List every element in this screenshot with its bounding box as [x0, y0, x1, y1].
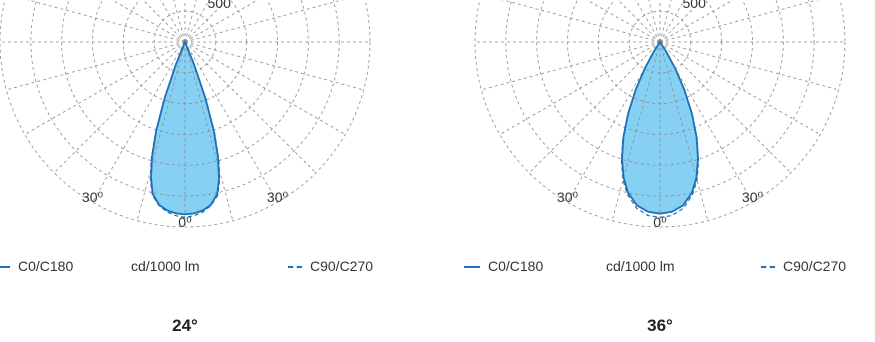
grid-spoke	[499, 41, 661, 135]
unit-label-1: cd/1000 lm	[131, 258, 199, 274]
radial-tick-label: 500	[683, 0, 707, 11]
legend-c0-c180-1: C0/C180	[0, 258, 73, 274]
grid-ring-4	[61, 0, 309, 166]
grid-spoke	[142, 0, 186, 43]
grid-spoke	[184, 41, 278, 203]
polar-grid	[474, 0, 846, 228]
grid-spoke	[184, 0, 259, 43]
series-line-c90-c270	[620, 40, 700, 219]
grid-spoke	[659, 41, 792, 174]
grid-spoke	[184, 41, 317, 174]
grid-spoke	[184, 0, 197, 43]
grid-spoke	[659, 41, 709, 221]
grid-spoke	[659, 0, 819, 43]
dashed-line-swatch	[288, 266, 302, 269]
angle-label: 30⁰	[557, 189, 579, 205]
grid-spoke	[160, 0, 186, 43]
legend-c90-c270-2: C90/C270	[761, 258, 846, 274]
grid-spoke	[659, 0, 685, 43]
radial-tick-label: 500	[208, 0, 232, 11]
dashed-line-swatch	[761, 266, 775, 269]
legend-c0-c180-2: C0/C180	[464, 258, 543, 274]
polar-chart-2: 500100015002000250030⁰0⁰30⁰ C0/C180 cd/1…	[438, 0, 875, 342]
grid-spoke	[184, 41, 234, 221]
grid-spoke	[92, 41, 186, 203]
grid-ring-4	[536, 0, 784, 166]
angle-label: 0⁰	[178, 214, 192, 230]
grid-spoke	[53, 41, 186, 174]
unit-text: cd/1000 lm	[606, 258, 675, 274]
grid-spoke	[611, 41, 661, 221]
grid-ring-5	[30, 0, 340, 197]
grid-spoke	[586, 0, 661, 43]
grid-spoke	[6, 41, 186, 91]
grid-spoke	[26, 0, 186, 43]
grid-spoke	[617, 0, 661, 43]
grid-spoke	[659, 41, 821, 135]
angle-label: 30⁰	[742, 189, 764, 205]
polar-grid	[0, 0, 371, 228]
grid-ring-6	[474, 0, 846, 228]
grid-spoke	[659, 0, 703, 43]
grid-spoke	[184, 0, 344, 43]
unit-text: cd/1000 lm	[131, 258, 200, 274]
legend-label: C0/C180	[488, 258, 544, 274]
grid-spoke	[659, 0, 672, 43]
unit-label-2: cd/1000 lm	[606, 258, 674, 274]
grid-ring-6	[0, 0, 371, 228]
grid-spoke	[481, 41, 661, 91]
grid-ring-5	[505, 0, 815, 197]
beam-angle-title-1: 24°	[172, 316, 198, 335]
grid-spoke	[184, 0, 210, 43]
angle-label: 0⁰	[653, 214, 667, 230]
grid-spoke	[24, 41, 186, 135]
grid-spoke	[528, 41, 661, 174]
angle-label: 30⁰	[267, 189, 289, 205]
grid-spoke	[659, 0, 734, 43]
series-line-c90-c270	[149, 40, 221, 219]
grid-spoke	[501, 0, 661, 43]
polar-plot-2: 500100015002000250030⁰0⁰30⁰	[474, 0, 846, 230]
grid-spoke	[659, 41, 839, 91]
grid-spoke	[184, 41, 364, 91]
grid-spoke	[648, 0, 661, 43]
legend-label: C0/C180	[18, 258, 74, 274]
grid-spoke	[173, 0, 186, 43]
legend-label: C90/C270	[783, 258, 847, 274]
beam-angle-title-2: 36°	[647, 316, 673, 335]
solid-line-swatch	[464, 266, 480, 269]
angle-label: 30⁰	[82, 189, 104, 205]
legend-c90-c270-1: C90/C270	[288, 258, 373, 274]
grid-spoke	[184, 41, 346, 135]
grid-spoke	[111, 0, 186, 43]
polar-chart-1: 500100015002000250030⁰0⁰30⁰ C0/C180 cd/1…	[0, 0, 437, 342]
grid-spoke	[184, 0, 228, 43]
legend-label: C90/C270	[310, 258, 374, 274]
solid-line-swatch	[0, 266, 10, 269]
polar-plot-1: 500100015002000250030⁰0⁰30⁰	[0, 0, 371, 230]
grid-spoke	[635, 0, 661, 43]
grid-spoke	[136, 41, 186, 221]
